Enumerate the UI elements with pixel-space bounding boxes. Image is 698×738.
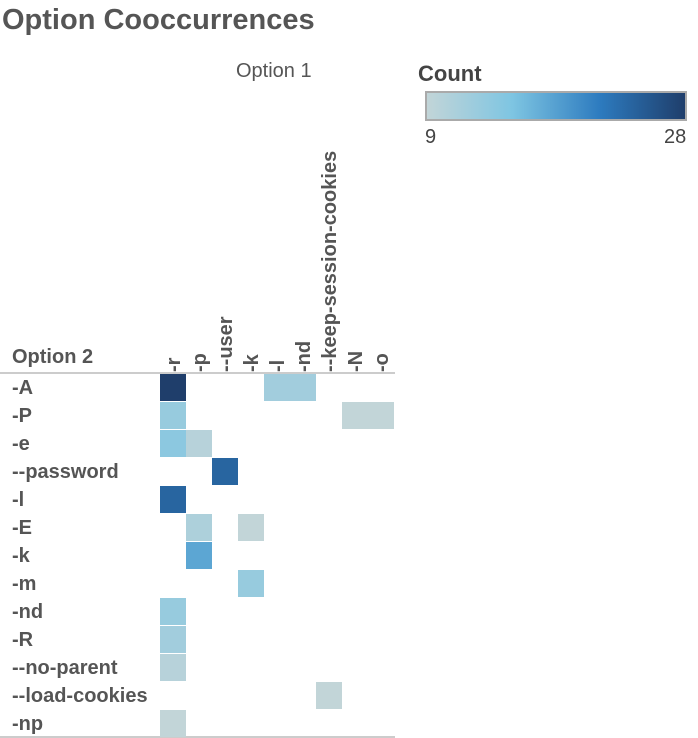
heatmap-cell (160, 374, 186, 401)
row-label: -l (12, 489, 24, 511)
heatmap-cell (316, 682, 342, 709)
heatmap-cell (342, 402, 368, 429)
column-label: -r (163, 357, 185, 372)
row-label: -R (12, 629, 34, 651)
column-label: --keep-session-cookies (319, 151, 341, 372)
column-label: -l (267, 360, 289, 372)
heatmap-cell (160, 486, 186, 513)
heatmap-cell (238, 570, 264, 597)
heatmap-cell (238, 514, 264, 541)
heatmap-cell (160, 430, 186, 457)
legend-title: Count (418, 61, 482, 86)
row-label: --password (12, 461, 119, 483)
column-label: -nd (293, 341, 315, 372)
column-label: -o (371, 353, 393, 372)
column-header-title: Option 1 (236, 60, 312, 82)
heatmap-cell (186, 430, 212, 457)
row-label: -e (12, 433, 30, 455)
row-label: -m (12, 573, 36, 595)
legend-min-label: 9 (425, 126, 437, 148)
column-label: -k (241, 353, 263, 372)
row-label: --no-parent (12, 657, 118, 679)
column-label: -N (345, 351, 367, 372)
heatmap-cell (160, 654, 186, 681)
row-header-title: Option 2 (12, 346, 94, 368)
chart-title: Option Cooccurrences (2, 4, 315, 36)
heatmap-cell (290, 374, 316, 401)
row-label: -E (12, 517, 32, 539)
row-label: -k (12, 545, 31, 567)
legend-max-label: 28 (664, 126, 687, 148)
heatmap-cell (160, 626, 186, 653)
heatmap-cell (186, 514, 212, 541)
heatmap-cell (264, 374, 290, 401)
row-label: --load-cookies (12, 685, 148, 707)
column-label: -p (189, 353, 211, 372)
heatmap-cell (368, 402, 394, 429)
row-label: -A (12, 377, 33, 399)
row-label: -np (12, 713, 43, 735)
column-label: --user (215, 316, 237, 372)
row-label: -nd (12, 601, 43, 623)
heatmap-cell (160, 402, 186, 429)
heatmap-cell (160, 598, 186, 625)
heatmap-cell (160, 710, 186, 737)
heatmap-cell (212, 458, 238, 485)
legend-color-ramp (425, 91, 687, 121)
heatmap-cell (186, 542, 212, 569)
row-label: -P (12, 405, 32, 427)
